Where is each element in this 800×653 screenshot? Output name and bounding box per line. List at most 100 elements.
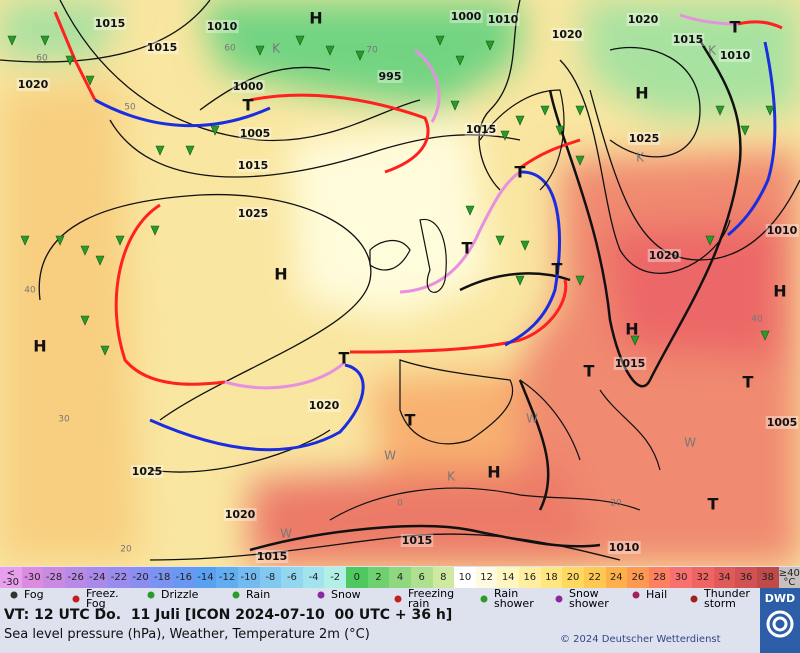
warm-marker: W xyxy=(280,527,292,541)
weather-symbol xyxy=(325,45,335,56)
logo-text: DWD xyxy=(764,592,796,605)
logo-icon xyxy=(766,610,794,638)
label-background xyxy=(671,33,705,46)
scale-cell: -24 xyxy=(86,567,109,588)
scale-cell: -10 xyxy=(237,567,260,588)
scale-cell: 10 xyxy=(454,567,476,588)
label-background xyxy=(718,49,752,62)
weather-symbol xyxy=(575,275,585,286)
scale-cell: < -30 xyxy=(0,567,22,588)
label-background xyxy=(236,159,270,172)
isobar-label: 1020 xyxy=(225,508,256,521)
cold-marker: K xyxy=(272,42,281,56)
label-background xyxy=(765,416,799,429)
isobar-label: 1015 xyxy=(238,159,269,172)
high-pressure: H xyxy=(487,463,500,482)
isobar-label: 1010 xyxy=(488,13,519,26)
trough: T xyxy=(405,411,416,430)
weather-symbol xyxy=(630,335,640,346)
isobar-label: 1015 xyxy=(615,357,646,370)
warm-marker: W xyxy=(526,412,538,426)
scale-cell: 24 xyxy=(605,567,628,588)
label-background xyxy=(231,80,265,93)
label-background xyxy=(626,13,660,26)
scale-cell: 6 xyxy=(410,567,433,588)
isobar-label: 1015 xyxy=(95,17,126,30)
map: 1015 1010 1000 1010 1020 1015 1020 995 1000 1015 1… xyxy=(0,0,800,566)
label-background xyxy=(236,207,270,220)
isobar-label: 1015 xyxy=(402,534,433,547)
weather-symbol xyxy=(465,205,475,216)
grid-label: 30 xyxy=(58,415,70,425)
legend-icon xyxy=(317,591,325,599)
isobar-label: 1025 xyxy=(629,132,660,145)
scale-cell: -8 xyxy=(259,567,282,588)
trough: T xyxy=(339,349,350,368)
cold-marker: K xyxy=(636,151,645,165)
weather-symbol xyxy=(7,35,17,46)
isobar-label: 1020 xyxy=(552,28,583,41)
legend-icon xyxy=(480,595,488,603)
legend-icon xyxy=(147,591,155,599)
grid-label: 20 xyxy=(120,545,132,555)
legend-label: Rain shower xyxy=(494,587,534,610)
weather-symbol xyxy=(150,225,160,236)
weather-symbol xyxy=(485,40,495,51)
warm-marker: W xyxy=(384,449,396,463)
label-background xyxy=(647,249,681,262)
weather-symbol xyxy=(80,315,90,326)
isobar-label: 1015 xyxy=(466,123,497,136)
scale-cell: 12 xyxy=(475,567,498,588)
weather-symbol xyxy=(255,45,265,56)
isobar-label: 1010 xyxy=(609,541,640,554)
scale-cell: 22 xyxy=(583,567,606,588)
coastlines xyxy=(329,89,661,521)
cold-marker: K xyxy=(708,44,717,58)
label-background xyxy=(613,357,647,370)
high-pressure: H xyxy=(33,337,46,356)
scale-cell: 36 xyxy=(735,567,757,588)
weather-symbol xyxy=(85,75,95,86)
high-pressure: H xyxy=(274,265,287,284)
temperature-field xyxy=(0,0,800,566)
label-background xyxy=(145,41,179,54)
weather-symbol xyxy=(40,35,50,46)
legend-item: Thunder storm xyxy=(688,588,750,609)
isobar-label: 1020 xyxy=(309,399,340,412)
label-background xyxy=(607,541,641,554)
scale-cell: 14 xyxy=(497,567,519,588)
weather-symbol xyxy=(295,35,305,46)
weather-symbol xyxy=(65,55,75,66)
trough: T xyxy=(708,495,719,514)
weather-symbol xyxy=(540,105,550,116)
weather-symbol xyxy=(115,235,125,246)
scale-cell: 34 xyxy=(713,567,736,588)
weather-symbol xyxy=(355,50,365,61)
temperature-scale: < -30 -30 -28 -26 -24 -22 -20 -18 -16 -14 -12 -10 -8… xyxy=(0,567,800,588)
legend-item: Snow shower xyxy=(553,588,615,609)
legend-item: Snow xyxy=(315,589,377,601)
high-pressure: H xyxy=(309,9,322,28)
scale-cell: -2 xyxy=(324,567,346,588)
scale-cell: -20 xyxy=(129,567,152,588)
scale-cell: 20 xyxy=(562,567,584,588)
scale-cell: -30 xyxy=(21,567,44,588)
legend-label: Hail xyxy=(646,588,668,601)
isobar-label: 1025 xyxy=(132,465,163,478)
legend-icon xyxy=(690,595,698,603)
high-pressure: H xyxy=(773,282,786,301)
copyright: © 2024 Deutscher Wetterdienst xyxy=(560,634,721,645)
label-background xyxy=(550,28,584,41)
scale-cell: -28 xyxy=(43,567,65,588)
isobar-label: 1010 xyxy=(720,49,751,62)
trough: T xyxy=(730,18,741,37)
isobar-label: 1020 xyxy=(628,13,659,26)
weather-symbol xyxy=(705,235,715,246)
grid-label: 60 xyxy=(36,54,48,64)
scale-cell: 28 xyxy=(648,567,671,588)
legend-label: Rain xyxy=(246,588,271,601)
scale-cell: -18 xyxy=(151,567,173,588)
description: Sea level pressure (hPa), Weather, Tempe… xyxy=(4,627,370,642)
weather-symbol xyxy=(740,125,750,136)
grid-label: 0 xyxy=(397,499,403,509)
